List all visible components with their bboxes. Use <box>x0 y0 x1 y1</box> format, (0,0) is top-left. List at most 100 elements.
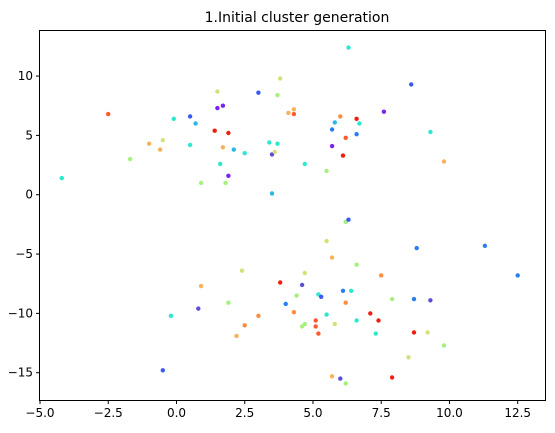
data-point-62 <box>299 282 305 288</box>
data-point-11 <box>212 128 217 133</box>
y-tick-label-0: −15 <box>8 366 33 380</box>
data-point-30 <box>286 110 291 116</box>
data-point-75 <box>343 300 348 305</box>
y-tick-label-3: 0 <box>25 188 33 202</box>
data-point-63 <box>340 288 346 293</box>
data-point-29 <box>269 191 275 196</box>
data-point-43 <box>354 116 359 122</box>
data-point-48 <box>441 159 447 164</box>
data-point-10 <box>198 180 204 186</box>
data-point-2 <box>127 156 133 162</box>
data-point-78 <box>354 318 359 323</box>
chart-title: 1.Initial cluster generation <box>205 10 390 26</box>
data-point-72 <box>256 313 261 318</box>
data-point-95 <box>160 368 165 373</box>
data-point-96 <box>329 374 335 379</box>
data-point-39 <box>340 153 346 158</box>
data-point-56 <box>354 262 359 267</box>
x-tick-label-0: −5.0 <box>25 406 54 420</box>
data-point-55 <box>329 255 335 260</box>
data-point-0 <box>59 175 64 181</box>
data-point-88 <box>389 296 395 302</box>
data-point-8 <box>187 142 193 148</box>
data-point-64 <box>349 288 354 293</box>
x-tick-label-1: −2.5 <box>94 406 123 420</box>
data-point-16 <box>220 103 226 108</box>
data-point-22 <box>256 90 261 95</box>
x-tick-label-5: 7.5 <box>372 406 391 420</box>
data-point-25 <box>272 149 277 155</box>
data-point-76 <box>368 311 373 316</box>
data-point-4 <box>157 147 163 152</box>
data-point-36 <box>332 120 337 125</box>
data-point-21 <box>242 151 247 156</box>
x-tick-label-4: 5.0 <box>303 406 322 420</box>
data-point-54 <box>515 273 520 278</box>
data-point-5 <box>160 138 165 143</box>
data-point-60 <box>198 283 204 289</box>
x-tick-label-6: 10.0 <box>436 406 463 420</box>
x-tick-label-2: 0.0 <box>167 406 186 420</box>
data-point-53 <box>482 243 488 248</box>
data-point-37 <box>329 143 335 149</box>
data-point-84 <box>332 321 337 327</box>
data-point-26 <box>275 92 280 98</box>
data-point-9 <box>193 121 198 126</box>
data-point-31 <box>291 107 297 112</box>
data-point-97 <box>338 376 343 381</box>
data-point-47 <box>428 129 433 135</box>
data-point-17 <box>223 180 228 186</box>
data-point-45 <box>381 109 387 114</box>
data-point-52 <box>414 245 419 251</box>
data-point-18 <box>226 130 231 136</box>
data-point-33 <box>302 161 307 167</box>
data-point-57 <box>379 273 384 278</box>
data-point-93 <box>441 343 447 348</box>
data-point-6 <box>171 116 176 122</box>
x-tick-label-3: 2.5 <box>235 406 254 420</box>
data-point-13 <box>215 89 220 94</box>
data-point-85 <box>242 323 247 328</box>
data-point-73 <box>291 310 297 315</box>
data-point-51 <box>324 238 329 244</box>
x-axis: −5.0 −2.5 0.0 2.5 5.0 7.5 10.0 12.5 <box>25 400 531 420</box>
data-point-86 <box>234 333 239 339</box>
data-point-35 <box>329 127 335 132</box>
data-point-40 <box>343 135 348 140</box>
points-layer <box>59 45 520 386</box>
data-point-68 <box>283 301 288 307</box>
data-point-77 <box>376 318 381 323</box>
data-point-90 <box>428 298 433 303</box>
data-point-94 <box>406 355 411 360</box>
x-tick-label-7: 12.5 <box>504 406 531 420</box>
data-point-74 <box>324 312 329 317</box>
data-point-67 <box>294 293 299 298</box>
data-point-81 <box>316 331 321 336</box>
data-point-50 <box>346 217 351 222</box>
data-point-98 <box>343 381 348 386</box>
data-point-66 <box>319 294 324 299</box>
data-point-91 <box>411 330 417 335</box>
data-point-70 <box>196 306 201 311</box>
data-point-59 <box>239 268 245 273</box>
y-tick-label-5: 10 <box>18 69 33 83</box>
data-point-41 <box>346 45 351 50</box>
data-point-87 <box>373 331 378 336</box>
plot-frame <box>39 30 546 401</box>
data-point-3 <box>147 141 152 146</box>
data-point-23 <box>267 140 272 145</box>
y-tick-label-2: −5 <box>15 247 33 261</box>
data-point-34 <box>324 168 329 174</box>
data-point-7 <box>187 114 193 119</box>
data-point-89 <box>411 296 417 302</box>
data-point-69 <box>226 300 231 305</box>
data-point-28 <box>278 76 283 81</box>
data-point-71 <box>168 313 174 318</box>
data-point-80 <box>313 324 318 329</box>
y-axis: −15 −10 −5 0 5 10 <box>8 69 40 380</box>
data-point-32 <box>291 111 297 117</box>
y-tick-label-4: 5 <box>25 128 33 142</box>
data-point-99 <box>389 375 395 380</box>
